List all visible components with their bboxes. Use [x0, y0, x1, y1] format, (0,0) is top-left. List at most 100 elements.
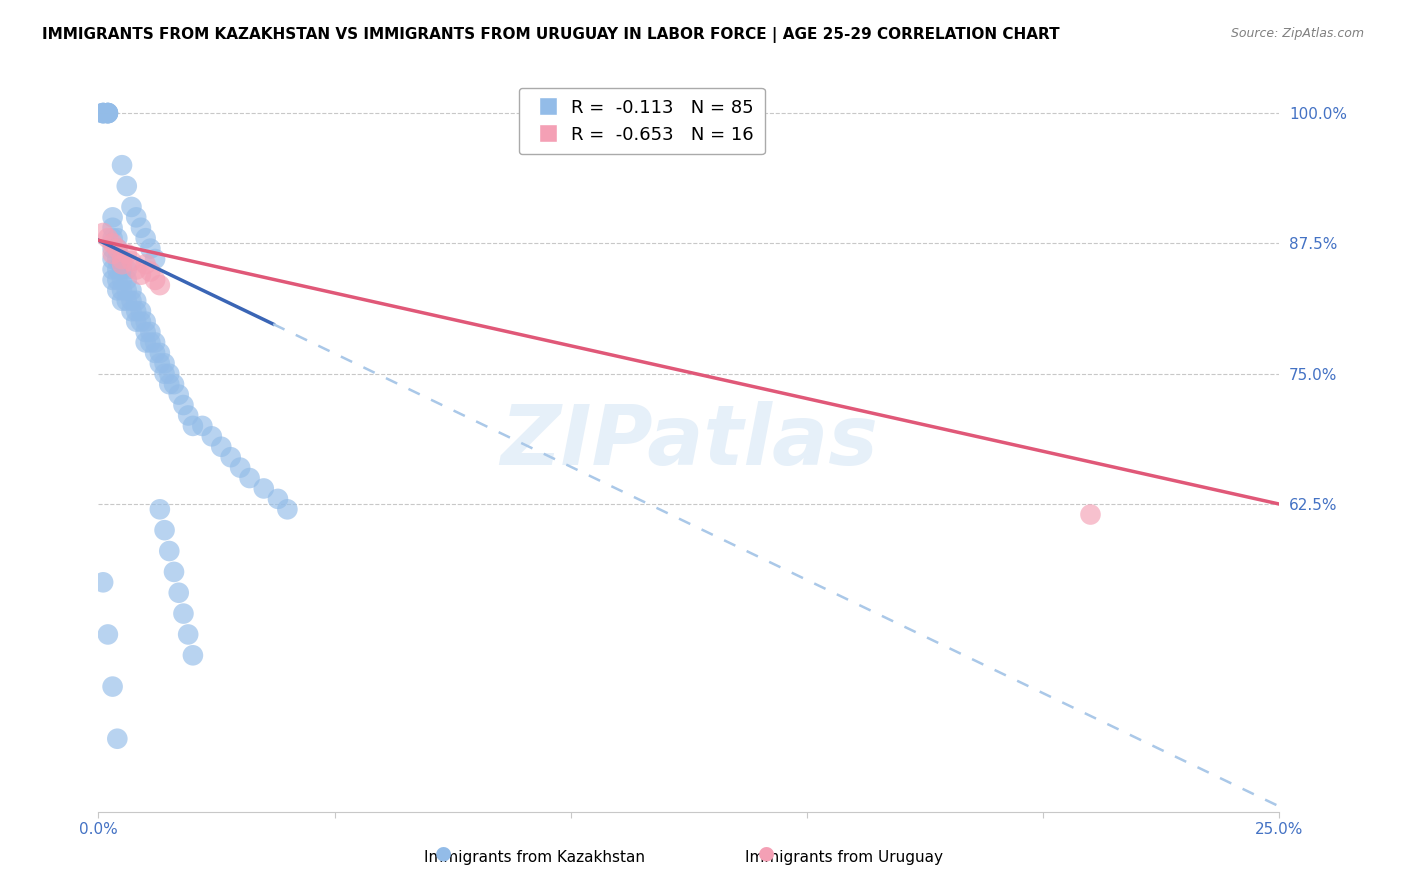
Text: ●: ● [758, 844, 775, 863]
Point [91, 575, 114, 590]
Point [125, 293, 148, 308]
Point [143, 346, 166, 360]
Point [209, 440, 232, 454]
Point [167, 387, 190, 401]
Point [229, 460, 252, 475]
Point [101, 247, 124, 261]
Point [121, 304, 143, 318]
Point [105, 252, 128, 266]
Point [111, 273, 134, 287]
Point [97, 106, 120, 120]
Point [139, 242, 162, 256]
Point [149, 502, 172, 516]
Point [101, 242, 124, 256]
Point [135, 257, 157, 271]
Point [101, 220, 124, 235]
Text: Immigrants from Kazakhstan: Immigrants from Kazakhstan [423, 850, 645, 865]
Point [101, 273, 124, 287]
Point [115, 283, 138, 297]
Legend: R =  -0.113   N = 85, R =  -0.653   N = 16: R = -0.113 N = 85, R = -0.653 N = 16 [519, 87, 765, 154]
Point [129, 268, 152, 282]
Point [111, 262, 134, 277]
Point [97, 106, 120, 120]
Point [153, 367, 176, 381]
Point [105, 283, 128, 297]
Point [105, 731, 128, 746]
Point [111, 293, 134, 308]
Point [201, 429, 224, 443]
Point [101, 231, 124, 245]
Point [143, 273, 166, 287]
Text: Immigrants from Uruguay: Immigrants from Uruguay [745, 850, 942, 865]
Point [153, 523, 176, 537]
Point [97, 231, 120, 245]
Point [267, 491, 290, 506]
Point [163, 377, 186, 392]
Point [91, 106, 114, 120]
Text: IMMIGRANTS FROM KAZAKHSTAN VS IMMIGRANTS FROM URUGUAY IN LABOR FORCE | AGE 25-29: IMMIGRANTS FROM KAZAKHSTAN VS IMMIGRANTS… [42, 27, 1060, 43]
Point [115, 293, 138, 308]
Point [149, 278, 172, 293]
Point [121, 200, 143, 214]
Point [105, 242, 128, 256]
Point [157, 377, 180, 392]
Text: ●: ● [434, 844, 451, 863]
Point [91, 106, 114, 120]
Point [172, 398, 194, 412]
Point [172, 607, 194, 621]
Point [105, 242, 128, 256]
Point [181, 418, 204, 433]
Point [111, 257, 134, 271]
Point [101, 252, 124, 266]
Point [101, 262, 124, 277]
Point [135, 325, 157, 339]
Point [177, 409, 200, 423]
Point [115, 273, 138, 287]
Point [143, 252, 166, 266]
Point [125, 315, 148, 329]
Point [139, 335, 162, 350]
Point [135, 231, 157, 245]
Point [105, 231, 128, 245]
Point [125, 304, 148, 318]
Point [129, 220, 152, 235]
Point [135, 315, 157, 329]
Point [101, 680, 124, 694]
Point [101, 211, 124, 225]
Point [149, 356, 172, 370]
Point [91, 106, 114, 120]
Point [125, 262, 148, 277]
Point [97, 627, 120, 641]
Point [115, 179, 138, 194]
Point [167, 586, 190, 600]
Point [105, 273, 128, 287]
Text: Source: ZipAtlas.com: Source: ZipAtlas.com [1230, 27, 1364, 40]
Text: ZIPatlas: ZIPatlas [501, 401, 877, 482]
Point [139, 264, 162, 278]
Point [149, 346, 172, 360]
Point [129, 315, 152, 329]
Point [181, 648, 204, 663]
Point [91, 226, 114, 240]
Point [97, 106, 120, 120]
Point [129, 304, 152, 318]
Point [153, 356, 176, 370]
Point [121, 293, 143, 308]
Point [111, 283, 134, 297]
Point [105, 262, 128, 277]
Point [219, 450, 242, 465]
Point [253, 482, 276, 496]
Point [111, 158, 134, 172]
Point [1080, 508, 1102, 522]
Point [157, 367, 180, 381]
Point [101, 236, 124, 251]
Point [121, 254, 143, 268]
Point [97, 106, 120, 120]
Point [91, 106, 114, 120]
Point [111, 252, 134, 266]
Point [97, 106, 120, 120]
Point [115, 247, 138, 261]
Point [125, 211, 148, 225]
Point [139, 325, 162, 339]
Point [135, 335, 157, 350]
